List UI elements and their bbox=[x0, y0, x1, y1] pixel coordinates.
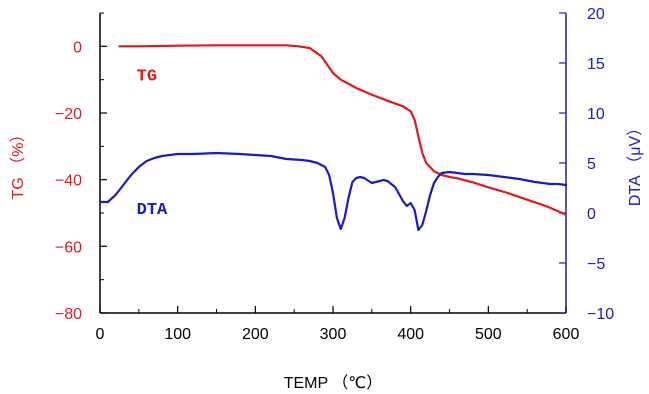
x-tick-label: 200 bbox=[242, 326, 269, 343]
y-left-axis-title: TG （%） bbox=[9, 127, 27, 200]
y-right-tick-label: 10 bbox=[587, 106, 605, 123]
series-layer bbox=[98, 44, 568, 232]
y-left-tick-label: 0 bbox=[73, 39, 82, 56]
y-right-tick-label: −10 bbox=[587, 306, 614, 323]
y-right-tick-label: 20 bbox=[587, 6, 605, 23]
x-tick-label: 600 bbox=[553, 326, 580, 343]
axes-layer bbox=[99, 12, 567, 314]
labels-layer: 0 100 200 300 400 500 600 0 −20 −40 −60 −80 20 15 10 5 0… bbox=[9, 6, 644, 392]
x-tick-label: 0 bbox=[96, 326, 105, 343]
y-left-tick-label: −40 bbox=[55, 173, 82, 190]
y-right-tick-label: 5 bbox=[587, 156, 596, 173]
y-left-tick-label: −60 bbox=[55, 239, 82, 256]
y-right-axis-title: DTA （μV） bbox=[626, 120, 644, 206]
x-tick-label: 300 bbox=[320, 326, 347, 343]
y-left-tick-label: −20 bbox=[55, 106, 82, 123]
series-line-dta bbox=[98, 151, 568, 232]
series-annotation-tg: TG bbox=[137, 68, 157, 87]
x-tick-label: 500 bbox=[475, 326, 502, 343]
y-right-tick-label: −5 bbox=[587, 256, 605, 273]
y-right-tick-label: 0 bbox=[587, 206, 596, 223]
x-axis-title: TEMP （℃） bbox=[284, 374, 383, 392]
x-tick-label: 100 bbox=[164, 326, 191, 343]
series-line-tg bbox=[118, 44, 568, 216]
x-tick-label: 400 bbox=[397, 326, 424, 343]
series-annotation-dta: DTA bbox=[137, 201, 168, 220]
y-right-tick-label: 15 bbox=[587, 56, 605, 73]
y-left-tick-label: −80 bbox=[55, 306, 82, 323]
